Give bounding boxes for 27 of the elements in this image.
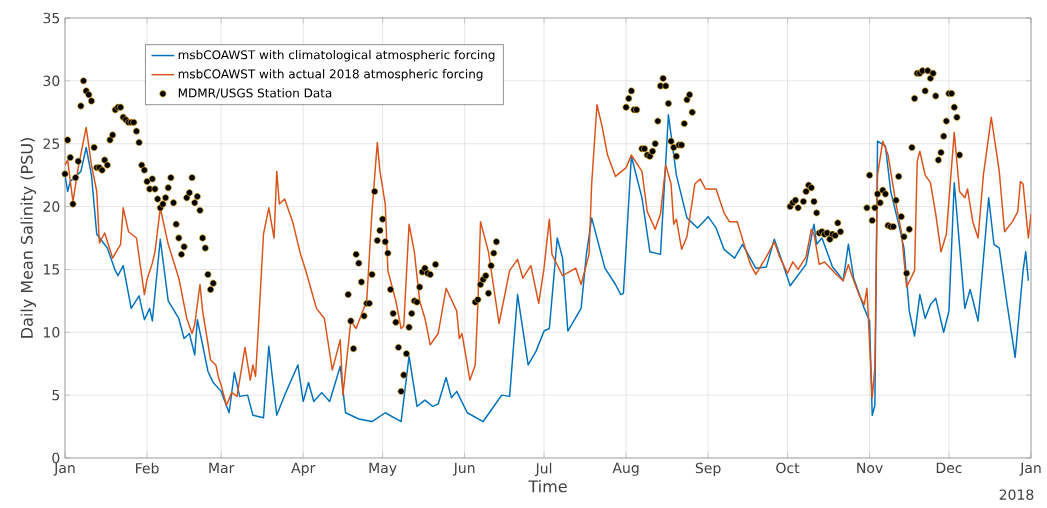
legend-label: MDMR/USGS Station Data: [178, 88, 332, 99]
y-axis-title: Daily Mean Salinity (PSU): [20, 138, 36, 338]
x-tick-label: Sep: [695, 462, 721, 477]
legend-label: msbCOAWST with climatological atmospheric forcing: [178, 50, 495, 62]
x-tick-label: May: [369, 462, 397, 476]
x-tick-label: Mar: [209, 462, 235, 474]
x-tick-label: Nov: [857, 462, 883, 474]
y-tick-label: 5: [52, 389, 60, 401]
x-tick-label: Dec: [936, 462, 962, 474]
x-tick-label: Jan: [1019, 462, 1041, 476]
x-tick-label: Aug: [612, 462, 639, 476]
x-tick-label: Jun: [452, 462, 475, 476]
y-tick-label: 15: [44, 264, 60, 275]
text: 2018: [999, 489, 1034, 500]
x-tick-label: Feb: [136, 462, 159, 474]
x-tick-label: Apr: [291, 462, 316, 476]
y-tick-label: 10: [44, 326, 60, 338]
x-tick-label: Jan: [53, 462, 75, 476]
y-tick-label: 25: [43, 138, 60, 149]
y-tick-label: 20: [43, 201, 60, 212]
legend-label: msbCOAWST with actual 2018 atmospheric forcing: [178, 69, 483, 81]
y-tick-label: 35: [43, 12, 60, 24]
x-tick-label: Jul: [534, 462, 552, 477]
x-tick-label: Oct: [776, 462, 800, 474]
y-tick-label: 30: [43, 75, 60, 87]
x-axis-title: Time: [528, 479, 567, 493]
y-tick-label: 0: [52, 452, 60, 464]
